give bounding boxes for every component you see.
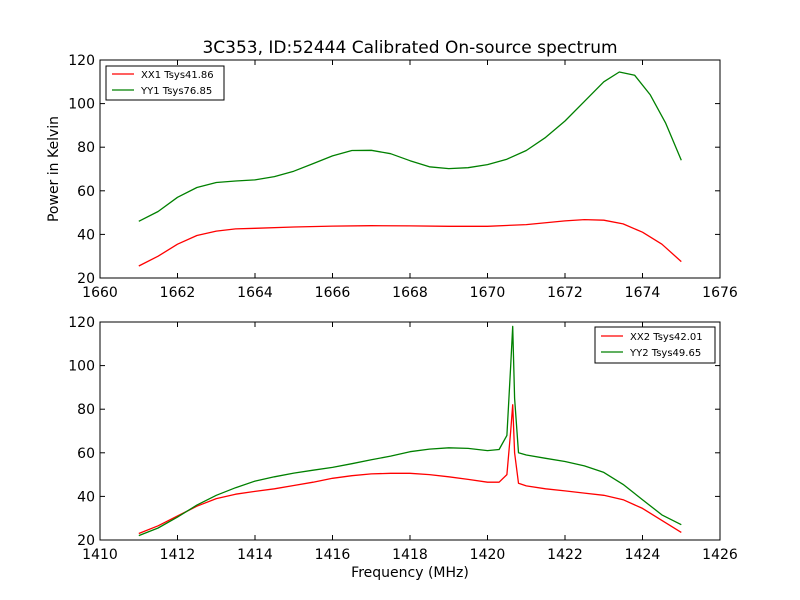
top-ytick-label: 120 bbox=[68, 53, 95, 69]
top-xticks: 1660 1662 1664 1666 1668 1670 1672 1674 1676 bbox=[82, 60, 738, 301]
bottom-ytick-label: 20 bbox=[77, 533, 95, 549]
bottom-yticks: 20 40 60 80 100 120 bbox=[68, 315, 720, 549]
top-xtick-label: 1664 bbox=[237, 285, 273, 301]
bottom-legend-label-yy2: YY2 Tsys49.65 bbox=[629, 348, 701, 359]
top-ytick-label: 100 bbox=[68, 97, 95, 113]
bottom-xtick-label: 1422 bbox=[547, 547, 583, 563]
bottom-ytick-label: 80 bbox=[77, 402, 95, 418]
bottom-xtick-label: 1412 bbox=[160, 547, 196, 563]
bottom-legend-box bbox=[594, 326, 716, 364]
top-xtick-label: 1672 bbox=[547, 285, 583, 301]
top-legend-label-xx1: XX1 Tsys41.86 bbox=[141, 70, 214, 81]
top-ytick-label: 20 bbox=[77, 271, 95, 287]
top-series-layer bbox=[138, 71, 682, 267]
top-xtick-label: 1674 bbox=[625, 285, 661, 301]
top-y-axis-label: Power in Kelvin bbox=[46, 116, 62, 222]
bottom-legend: XX2 Tsys42.01 YY2 Tsys49.65 bbox=[594, 326, 716, 364]
bottom-xticks: 1410 1412 1414 1416 1418 1420 1422 1424 1426 bbox=[82, 322, 738, 563]
top-legend-box bbox=[105, 65, 225, 101]
top-xtick-label: 1670 bbox=[470, 285, 506, 301]
top-ytick-label: 40 bbox=[77, 227, 95, 243]
bottom-series-line-0 bbox=[138, 404, 682, 535]
bottom-ytick-label: 40 bbox=[77, 489, 95, 505]
top-legend: XX1 Tsys41.86 YY1 Tsys76.85 bbox=[105, 65, 225, 101]
bottom-x-axis-label: Frequency (MHz) bbox=[351, 565, 469, 581]
top-xtick-label: 1676 bbox=[702, 285, 738, 301]
bottom-series-layer bbox=[138, 325, 682, 537]
bottom-xtick-label: 1410 bbox=[82, 547, 118, 563]
top-series-line-1 bbox=[138, 71, 682, 222]
top-series-line-0 bbox=[138, 218, 682, 267]
bottom-ytick-label: 60 bbox=[77, 446, 95, 462]
chart-top: 1660 1662 1664 1666 1668 1670 1672 1674 1676 20 4… bbox=[46, 53, 738, 301]
top-legend-label-yy1: YY1 Tsys76.85 bbox=[140, 86, 212, 97]
bottom-xtick-label: 1426 bbox=[702, 547, 738, 563]
top-xtick-label: 1666 bbox=[315, 285, 351, 301]
top-ytick-label: 80 bbox=[77, 140, 95, 156]
bottom-xtick-label: 1420 bbox=[470, 547, 506, 563]
bottom-series-line-1 bbox=[138, 325, 682, 537]
bottom-ytick-label: 120 bbox=[68, 315, 95, 331]
bottom-ytick-label: 100 bbox=[68, 359, 95, 375]
bottom-xtick-label: 1414 bbox=[237, 547, 273, 563]
top-yticks: 20 40 60 80 100 120 bbox=[68, 53, 720, 287]
figure-title: 3C353, ID:52444 Calibrated On-source spe… bbox=[202, 38, 617, 58]
chart-bottom: 1410 1412 1414 1416 1418 1420 1422 1424 1426 20 4… bbox=[68, 315, 738, 581]
top-xtick-label: 1668 bbox=[392, 285, 428, 301]
bottom-xtick-label: 1416 bbox=[315, 547, 351, 563]
bottom-xtick-label: 1418 bbox=[392, 547, 428, 563]
top-ytick-label: 60 bbox=[77, 184, 95, 200]
top-xtick-label: 1660 bbox=[82, 285, 118, 301]
bottom-xtick-label: 1424 bbox=[625, 547, 661, 563]
top-xtick-label: 1662 bbox=[160, 285, 196, 301]
bottom-legend-label-xx2: XX2 Tsys42.01 bbox=[630, 332, 703, 343]
